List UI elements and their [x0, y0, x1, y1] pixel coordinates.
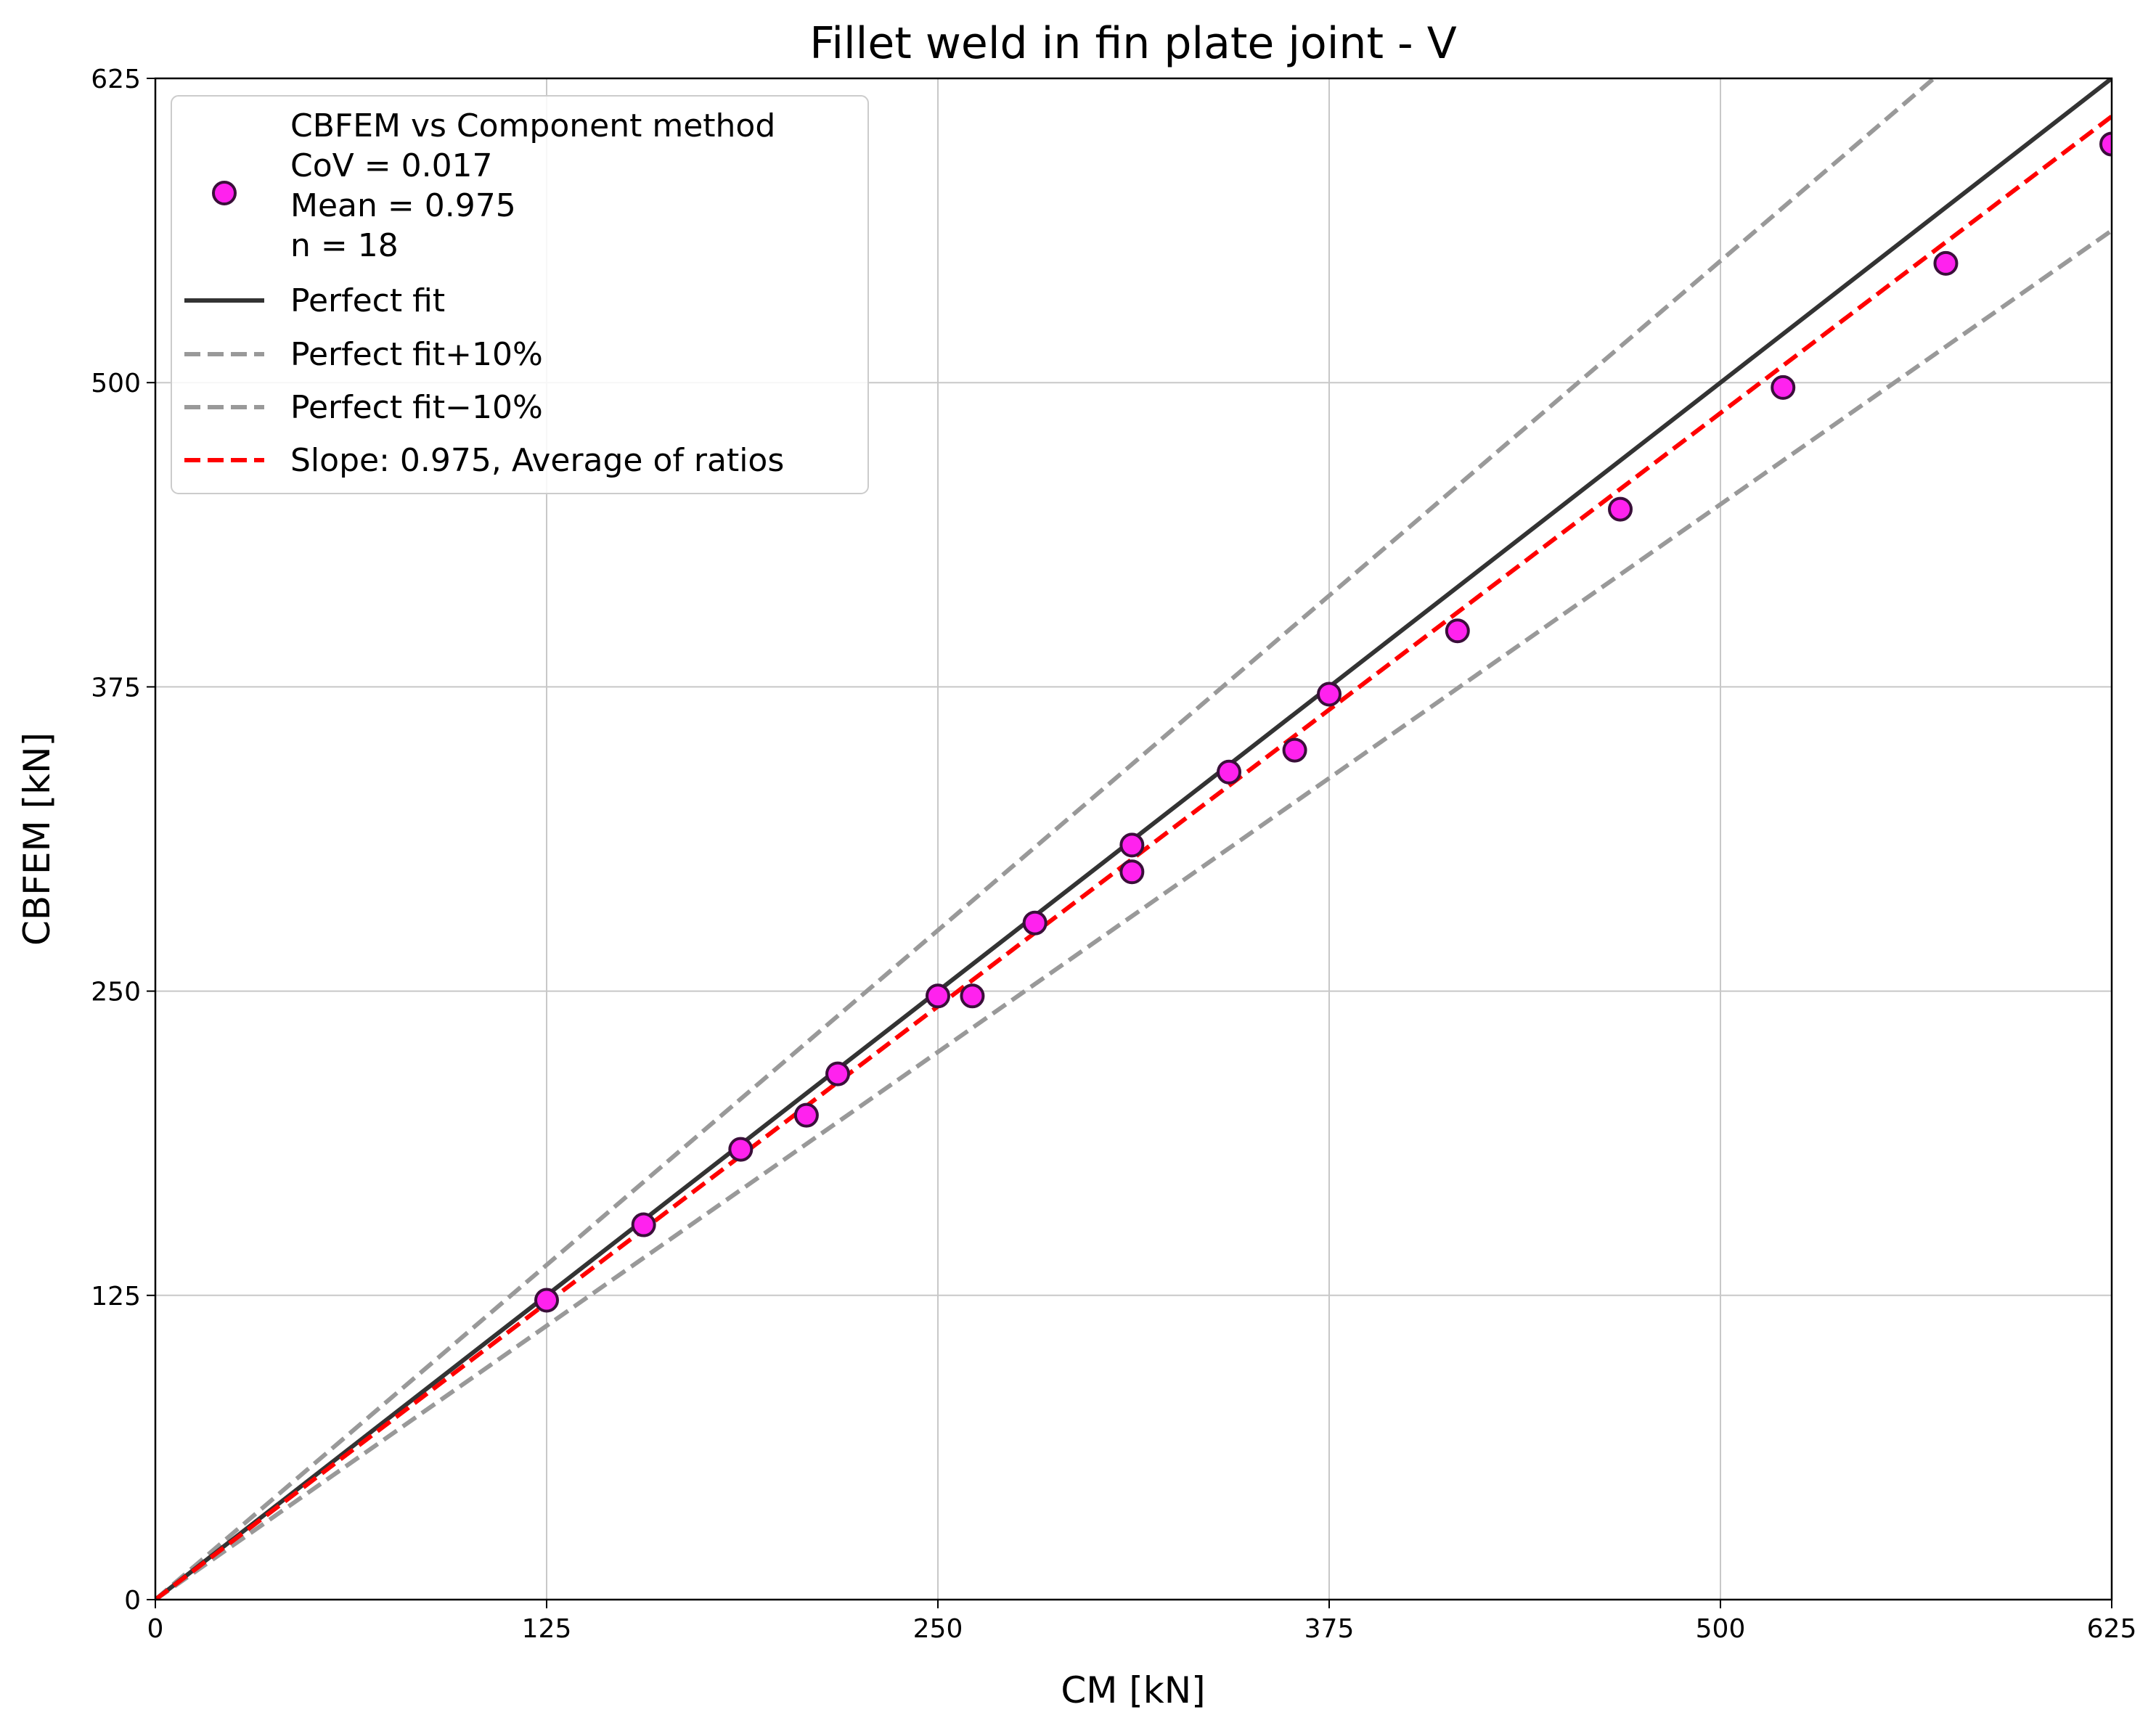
perfect-fit-plus10-line [155, 78, 1937, 1600]
legend-label-minus10: Perfect fit−10% [290, 389, 543, 426]
legend-label-plus10: Perfect fit+10% [290, 336, 543, 373]
legend-label-perfect-fit: Perfect fit [290, 282, 445, 319]
data-point [1608, 496, 1633, 522]
legend: CBFEM vs Component method CoV = 0.017 Me… [171, 95, 869, 494]
data-point [1317, 682, 1342, 707]
data-point [960, 983, 985, 1009]
chart-title: Fillet weld in fin plate joint - V [809, 18, 1457, 69]
y-tick-label: 375 [91, 673, 141, 703]
y-tick-label: 625 [91, 65, 141, 94]
data-point [825, 1061, 851, 1086]
data-point [728, 1137, 754, 1162]
y-tick-label: 0 [124, 1586, 141, 1616]
data-point [793, 1102, 819, 1128]
data-point [2099, 131, 2112, 157]
y-tick-label: 125 [91, 1282, 141, 1311]
y-tick-label: 500 [91, 369, 141, 398]
x-axis-title: CM [kN] [1061, 1669, 1205, 1711]
data-point [1119, 832, 1145, 858]
data-point [631, 1212, 656, 1237]
x-tick-label: 625 [2087, 1614, 2137, 1644]
legend-label-points-line3: Mean = 0.975 [290, 187, 516, 224]
x-tick-label: 375 [1304, 1614, 1355, 1644]
x-tick-label: 125 [522, 1614, 572, 1644]
x-tick-label: 250 [913, 1614, 963, 1644]
legend-label-points-line2: CoV = 0.017 [290, 147, 493, 184]
legend-box [171, 95, 869, 494]
data-point [1445, 618, 1470, 644]
legend-label-points-line4: n = 18 [290, 227, 399, 264]
data-point [1217, 759, 1242, 785]
data-point [1282, 737, 1307, 763]
y-tick-label: 250 [91, 978, 141, 1007]
slope-line [155, 115, 2112, 1600]
legend-label-points-line1: CBFEM vs Component method [290, 107, 775, 144]
data-point [1933, 250, 1959, 276]
plot-frame [154, 77, 2113, 1601]
x-tick-label: 500 [1696, 1614, 1746, 1644]
axis-ticks: 0 125 250 375 500 625 0 125 250 375 500 625 [91, 65, 2136, 1644]
data-point [534, 1288, 559, 1313]
data-point [1119, 859, 1145, 885]
perfect-fit-minus10-line [155, 229, 2112, 1600]
data-point [926, 983, 950, 1009]
scatter-points [534, 131, 2112, 1313]
data-point [1022, 910, 1048, 936]
y-axis-title: CBFEM [kN] [16, 732, 58, 946]
legend-label-slope: Slope: 0.975, Average of ratios [290, 442, 784, 479]
x-tick-label: 0 [147, 1614, 164, 1644]
data-point [1771, 375, 1796, 400]
legend-marker-points [212, 181, 237, 205]
